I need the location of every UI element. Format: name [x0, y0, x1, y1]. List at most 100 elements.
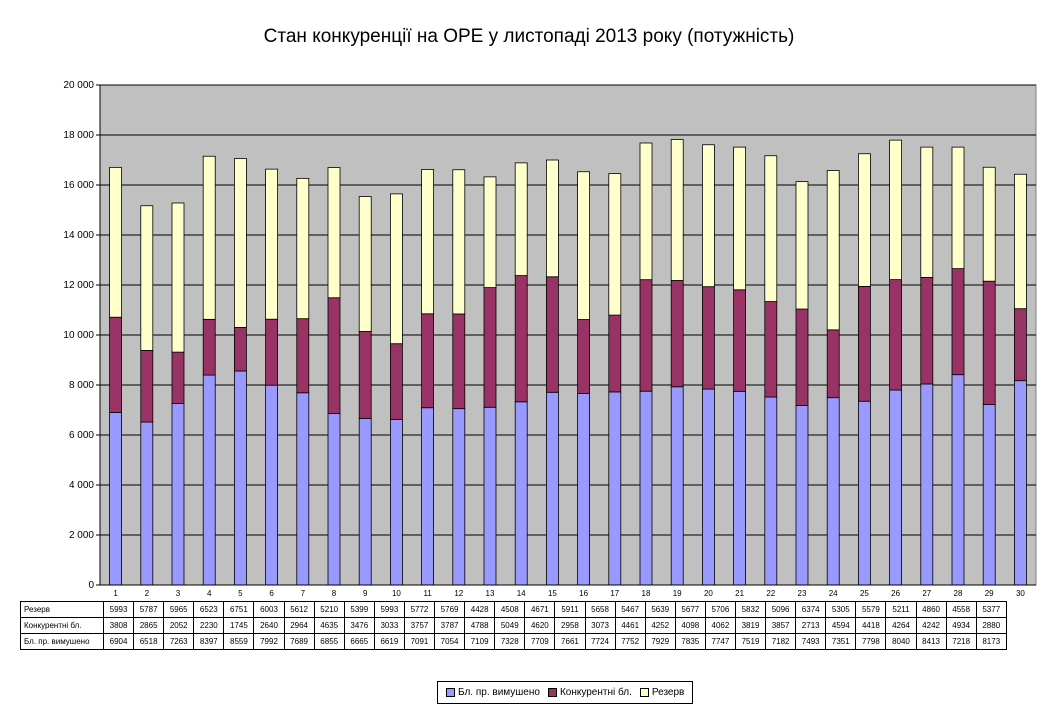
bar-segment-s0-c27 — [920, 383, 934, 586]
bar-segment-s1-c12 — [452, 313, 466, 410]
table-cell: 5612 — [283, 601, 315, 618]
legend-swatch — [446, 688, 455, 697]
bar-segment-s0-c13 — [483, 406, 497, 586]
table-cell: 3808 — [102, 617, 135, 634]
x-tick-label: 16 — [579, 589, 588, 598]
table-cell: 4418 — [855, 617, 887, 634]
table-cell: 6665 — [343, 633, 375, 650]
table-cell: 5467 — [614, 601, 646, 618]
table-cell: 7328 — [494, 633, 526, 650]
table-cell: 4788 — [464, 617, 496, 634]
bar-segment-s0-c3 — [171, 403, 185, 586]
bar-segment-s1-c27 — [920, 276, 934, 385]
table-cell: 1745 — [223, 617, 255, 634]
bar-segment-s0-c14 — [514, 401, 528, 586]
bar-segment-s2-c4 — [202, 155, 216, 320]
table-cell: 5211 — [885, 601, 917, 618]
table-row-label: Бл. пр. вимушено — [20, 633, 104, 650]
table-cell: 7709 — [524, 633, 556, 650]
bar-segment-s2-c30 — [1014, 173, 1027, 310]
bar-segment-s2-c22 — [764, 155, 778, 302]
table-cell: 4242 — [915, 617, 947, 634]
bar-segment-s1-c25 — [858, 285, 871, 402]
bar-segment-s0-c10 — [389, 419, 403, 586]
x-tick-label: 7 — [301, 589, 306, 598]
bar-segment-s0-c21 — [733, 390, 746, 586]
bar-segment-s0-c24 — [826, 397, 840, 586]
stacked-bar-chart: 0 2 000 4 000 6 000 8 000 10 000 12 000 14 000 1… — [63, 80, 1037, 598]
table-cell: 2713 — [795, 617, 827, 634]
y-tick-label: 16 000 — [63, 180, 94, 191]
x-tick-label: 13 — [486, 589, 495, 598]
bar-segment-s2-c27 — [920, 146, 934, 278]
x-tick-label: 22 — [766, 589, 775, 598]
bar-segment-s1-c22 — [764, 301, 778, 398]
x-tick-label: 25 — [860, 589, 869, 598]
x-tick-label: 12 — [454, 589, 463, 598]
table-cell: 7661 — [554, 633, 586, 650]
table-cell: 7929 — [644, 633, 676, 650]
table-cell: 5639 — [644, 601, 676, 618]
x-tick-label: 11 — [423, 589, 432, 598]
table-cell: 5787 — [133, 601, 165, 618]
bar-segment-s1-c7 — [296, 318, 310, 394]
y-tick-label: 12 000 — [63, 280, 94, 291]
bar-segment-s1-c17 — [608, 314, 622, 393]
bar-segment-s1-c10 — [389, 343, 403, 420]
legend-label: Бл. пр. вимушено — [458, 687, 540, 698]
bar-segment-s0-c12 — [452, 408, 466, 586]
bar-segment-s0-c15 — [546, 391, 559, 586]
table-cell: 2880 — [975, 617, 1007, 634]
table-cell: 5677 — [674, 601, 706, 618]
y-tick-label: 0 — [88, 580, 94, 591]
table-cell: 7351 — [825, 633, 857, 650]
bar-segment-s2-c5 — [233, 158, 247, 328]
bar-segment-s2-c17 — [608, 173, 622, 316]
x-tick-label: 27 — [922, 589, 931, 598]
table-cell: 6904 — [102, 633, 135, 650]
table-cell: 3819 — [734, 617, 767, 634]
bar-segment-s2-c21 — [733, 146, 746, 291]
x-tick-label: 3 — [176, 589, 181, 598]
table-cell: 8040 — [885, 633, 917, 650]
bar-segment-s0-c30 — [1014, 380, 1027, 586]
y-tick-label: 4 000 — [69, 480, 94, 491]
x-tick-label: 4 — [207, 589, 212, 598]
bar-segment-s2-c18 — [639, 142, 653, 281]
y-tick-label: 20 000 — [63, 80, 94, 91]
table-cell: 4508 — [494, 601, 526, 618]
bar-segment-s0-c19 — [670, 386, 684, 586]
table-cell: 3787 — [434, 617, 466, 634]
x-tick-label: 6 — [269, 589, 274, 598]
chart-title: Стан конкуренції на ОРЕ у листопаді 2013… — [263, 26, 795, 47]
x-tick-label: 21 — [735, 589, 744, 598]
legend-swatch — [639, 688, 649, 697]
x-tick-label: 14 — [517, 589, 526, 598]
table-cell: 5965 — [163, 601, 195, 618]
table-cell: 4252 — [644, 617, 676, 634]
table-cell: 5993 — [373, 601, 405, 618]
table-cell: 4428 — [464, 601, 496, 618]
bar-segment-s0-c8 — [327, 413, 341, 586]
bar-segment-s1-c13 — [483, 287, 497, 408]
x-tick-label: 1 — [113, 589, 118, 598]
x-tick-label: 26 — [891, 589, 900, 598]
table-cell: 2052 — [163, 617, 195, 634]
bar-segment-s1-c30 — [1014, 308, 1027, 382]
bar-segment-s0-c22 — [764, 396, 778, 586]
x-tick-label: 8 — [332, 589, 337, 598]
bar-segment-s2-c12 — [452, 169, 466, 315]
bar-segment-s2-c10 — [389, 193, 403, 345]
table-cell: 4062 — [704, 617, 736, 634]
table-row-label: Резерв — [20, 601, 104, 618]
table-cell: 6518 — [133, 633, 165, 650]
table-cell: 4594 — [825, 617, 857, 634]
bar-segment-s1-c6 — [265, 318, 279, 386]
bar-segment-s1-c23 — [795, 308, 809, 406]
bar-segment-s1-c21 — [733, 289, 746, 392]
bar-segment-s0-c26 — [889, 389, 902, 586]
table-cell: 5911 — [554, 601, 586, 618]
bar-segment-s2-c11 — [421, 169, 435, 315]
table-cell: 4860 — [915, 601, 947, 618]
bar-segment-s1-c19 — [670, 280, 684, 388]
